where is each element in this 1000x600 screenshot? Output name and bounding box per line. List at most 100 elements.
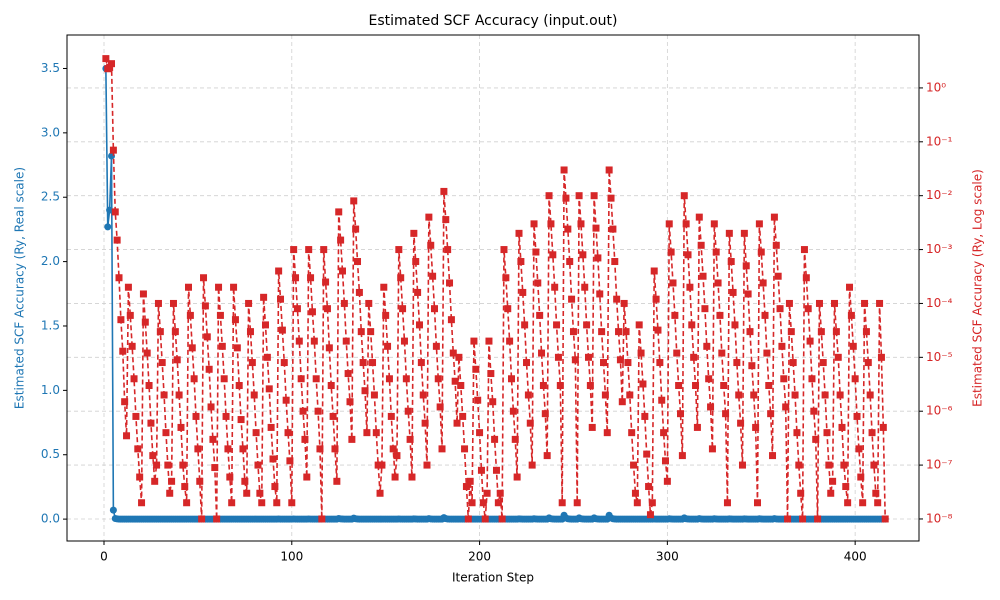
- point: [352, 225, 360, 233]
- chart-title: Estimated SCF Accuracy (input.out): [368, 13, 617, 29]
- point: [431, 305, 439, 313]
- series-line: [105, 58, 886, 520]
- point: [770, 213, 778, 221]
- point: [205, 365, 213, 373]
- point: [192, 412, 200, 420]
- point: [605, 166, 613, 174]
- point: [793, 429, 801, 437]
- point: [188, 344, 196, 352]
- point: [817, 328, 825, 336]
- point: [601, 391, 609, 399]
- point: [844, 499, 852, 507]
- point: [207, 403, 215, 411]
- point: [652, 295, 660, 303]
- point: [267, 423, 275, 431]
- point: [600, 359, 608, 367]
- point: [870, 461, 878, 469]
- point: [526, 419, 534, 427]
- point: [716, 311, 724, 319]
- point: [109, 146, 117, 154]
- point: [573, 499, 581, 507]
- point: [449, 349, 457, 357]
- y-tick-label: 1.0: [41, 383, 60, 397]
- point: [842, 483, 850, 491]
- point: [181, 483, 189, 491]
- point: [468, 499, 476, 507]
- point: [243, 489, 251, 497]
- point: [772, 241, 780, 249]
- point: [408, 473, 416, 481]
- point: [787, 328, 795, 336]
- point: [348, 435, 356, 443]
- point: [235, 381, 243, 389]
- point: [744, 290, 752, 298]
- point: [342, 337, 350, 345]
- point: [382, 311, 390, 319]
- point: [558, 499, 566, 507]
- point: [665, 220, 673, 228]
- x-tick-label: 300: [656, 550, 679, 564]
- point: [767, 410, 775, 418]
- point: [395, 246, 403, 254]
- point: [663, 477, 671, 485]
- point: [814, 515, 822, 523]
- point: [335, 208, 343, 216]
- point: [130, 375, 138, 383]
- point: [586, 381, 594, 389]
- point: [261, 321, 269, 329]
- point: [241, 477, 249, 485]
- point: [278, 326, 286, 334]
- point: [218, 342, 226, 350]
- point: [474, 396, 482, 404]
- point: [588, 423, 596, 431]
- y-tick-label: 0.0: [41, 512, 60, 526]
- point: [729, 288, 737, 296]
- point: [742, 262, 750, 270]
- point: [277, 295, 285, 303]
- point: [660, 429, 668, 437]
- point: [688, 321, 696, 329]
- point: [374, 461, 382, 469]
- point: [650, 267, 658, 275]
- point: [186, 311, 194, 319]
- point: [575, 192, 583, 200]
- point: [635, 321, 643, 329]
- point: [169, 299, 177, 307]
- point: [528, 461, 536, 469]
- point: [166, 489, 174, 497]
- point: [504, 305, 512, 313]
- point: [513, 473, 521, 481]
- y-tick-label: 3.0: [41, 125, 60, 139]
- point: [769, 452, 777, 460]
- point: [836, 391, 844, 399]
- x-tick-label: 400: [844, 550, 867, 564]
- point: [177, 423, 185, 431]
- point: [684, 251, 692, 259]
- point: [265, 385, 273, 393]
- point: [479, 499, 487, 507]
- point: [226, 473, 234, 481]
- point: [230, 283, 238, 291]
- point: [476, 429, 484, 437]
- point: [286, 457, 294, 465]
- point: [385, 375, 393, 383]
- point: [200, 274, 208, 282]
- point: [337, 236, 345, 244]
- point: [231, 316, 239, 324]
- point: [158, 359, 166, 367]
- point: [778, 342, 786, 350]
- point: [780, 375, 788, 383]
- point: [280, 359, 288, 367]
- point: [862, 328, 870, 336]
- y-tick-label: 2.5: [41, 190, 60, 204]
- point: [727, 258, 735, 266]
- point: [680, 192, 688, 200]
- point: [173, 356, 181, 364]
- point: [829, 477, 837, 485]
- point: [846, 283, 854, 291]
- point: [872, 489, 880, 497]
- point: [784, 515, 792, 523]
- point: [305, 246, 313, 254]
- point: [579, 251, 587, 259]
- point: [355, 288, 363, 296]
